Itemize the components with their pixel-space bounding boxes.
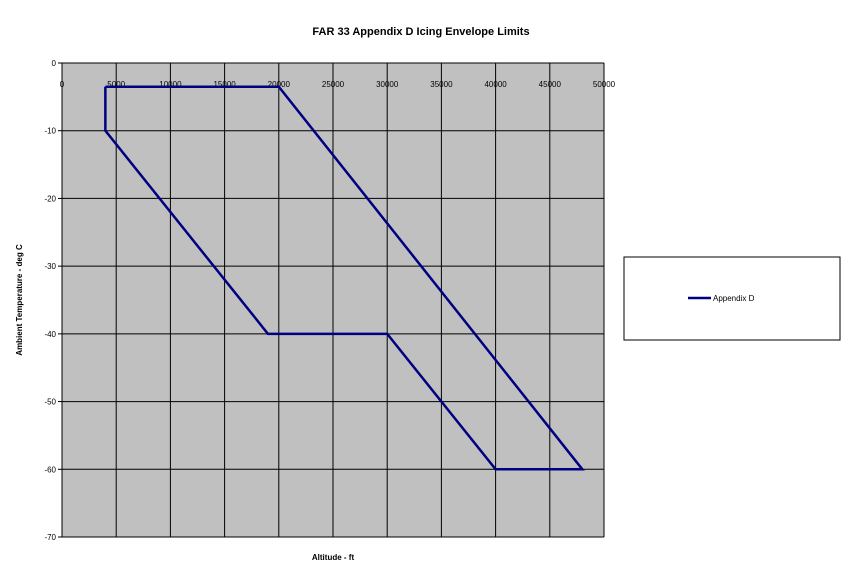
x-tick-label: 40000	[484, 80, 507, 89]
y-axis-ticks: 0 -10 -20 -30 -40 -50 -60 -70	[44, 59, 62, 542]
x-tick-label: 35000	[430, 80, 453, 89]
x-axis-title: Altitude - ft	[312, 553, 355, 562]
series-layer	[104, 85, 585, 471]
legend-box	[623, 256, 841, 341]
y-tick-label: 0	[52, 59, 57, 68]
y-axis-title: Ambient Temperature - deg C	[15, 244, 24, 356]
x-tick-label: 5000	[107, 80, 125, 89]
y-tick-label: -30	[44, 262, 56, 271]
x-tick-label: 20000	[268, 80, 291, 89]
x-tick-label: 45000	[539, 80, 562, 89]
x-axis-ticks: 0 5000 10000 15000 20000 25000 30000 35000 40000…	[60, 80, 616, 89]
x-tick-label: 0	[60, 80, 65, 89]
x-tick-label: 50000	[593, 80, 616, 89]
x-tick-label: 10000	[159, 80, 182, 89]
y-tick-label: -10	[44, 127, 56, 136]
x-tick-label: 15000	[213, 80, 236, 89]
x-tick-label: 25000	[322, 80, 345, 89]
gridlines	[61, 62, 605, 538]
y-tick-label: -70	[44, 533, 56, 542]
x-tick-label: 30000	[376, 80, 399, 89]
chart-title: FAR 33 Appendix D Icing Envelope Limits	[312, 26, 530, 38]
legend-label: Appendix D	[713, 294, 755, 303]
y-tick-label: -60	[44, 465, 56, 474]
series-line-appendix-d	[104, 85, 585, 471]
y-tick-label: -40	[44, 330, 56, 339]
y-tick-label: -20	[44, 194, 56, 203]
y-tick-label: -50	[44, 398, 56, 407]
legend: Appendix D	[623, 256, 841, 341]
